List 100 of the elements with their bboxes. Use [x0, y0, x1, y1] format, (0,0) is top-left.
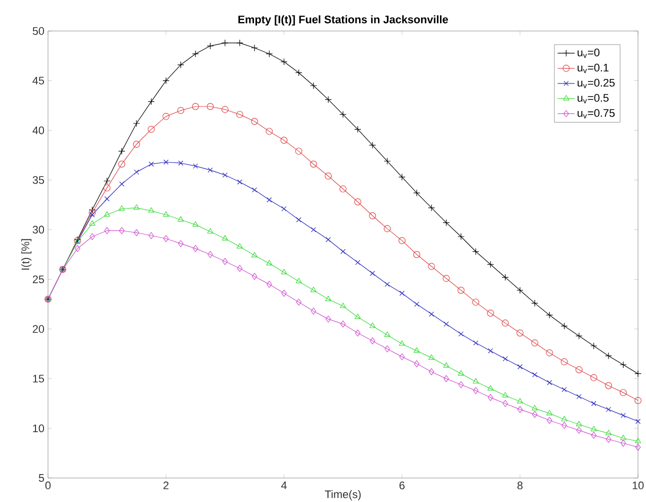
point: [162, 112, 170, 120]
y-tick-label: 5: [38, 474, 44, 482]
point: [546, 416, 552, 424]
y-tick-label: 50: [32, 27, 44, 35]
point: [502, 274, 509, 281]
point: [546, 410, 553, 416]
legend-label: u$_{v}$=0.25: [578, 78, 615, 88]
point: [90, 233, 95, 240]
point: [74, 245, 80, 252]
point: [620, 389, 627, 396]
point: [488, 348, 494, 354]
point: [560, 322, 568, 330]
point: [206, 103, 214, 110]
point: [398, 174, 406, 181]
point: [148, 126, 155, 133]
point: [177, 106, 184, 114]
point: [104, 227, 110, 234]
point: [133, 140, 140, 148]
point: [576, 366, 582, 374]
point: [251, 252, 258, 258]
point: [326, 237, 331, 242]
point: [325, 296, 332, 302]
point: [118, 205, 125, 211]
point: [546, 349, 553, 356]
point: [207, 228, 214, 234]
y-tick-label: 30: [32, 226, 44, 234]
point: [90, 212, 95, 218]
point: [605, 382, 612, 390]
point: [384, 158, 391, 165]
point: [340, 248, 346, 254]
point: [635, 444, 641, 451]
point: [310, 227, 316, 232]
point: [370, 270, 376, 276]
point: [428, 368, 434, 376]
point: [119, 227, 124, 234]
point: [237, 264, 242, 272]
point: [369, 322, 376, 328]
point: [296, 298, 302, 306]
point: [562, 422, 567, 429]
point: [133, 120, 140, 127]
point: [236, 243, 243, 248]
point: [236, 110, 244, 118]
point: [517, 364, 523, 370]
y-tick-label: 15: [33, 374, 44, 382]
point: [208, 251, 213, 258]
point: [634, 397, 642, 404]
point: [634, 438, 642, 444]
point: [428, 354, 435, 360]
point: [502, 320, 509, 327]
point: [324, 172, 332, 180]
point: [576, 332, 582, 340]
point: [606, 436, 612, 443]
point: [310, 308, 316, 315]
point: [413, 189, 420, 196]
point: [590, 426, 597, 432]
x-tick-label: 6: [400, 482, 405, 490]
point: [296, 217, 302, 222]
point: [280, 268, 288, 274]
point: [104, 178, 110, 184]
point: [118, 160, 126, 168]
point: [280, 58, 288, 66]
point: [88, 206, 96, 214]
point: [473, 387, 478, 394]
point: [104, 196, 110, 202]
point: [398, 237, 406, 244]
y-tick-label: 20: [32, 325, 44, 333]
point: [517, 406, 523, 413]
point: [326, 316, 331, 323]
point: [458, 331, 464, 337]
point: [148, 98, 155, 106]
point: [546, 312, 553, 319]
legend-label: u$_{v}$=0.5: [578, 94, 609, 104]
point: [178, 240, 184, 248]
point: [444, 321, 449, 327]
point: [280, 136, 288, 144]
point: [414, 302, 420, 307]
point: [89, 220, 96, 226]
x-tick-label: 8: [517, 482, 523, 490]
point: [590, 374, 598, 382]
point: [134, 229, 140, 236]
point: [266, 50, 273, 58]
chart-title: Empty [I(t)] Fuel Stations in Jacksonville: [238, 15, 448, 26]
point: [119, 181, 124, 187]
point: [295, 69, 302, 76]
point: [442, 274, 450, 282]
point: [162, 77, 170, 84]
point: [384, 225, 391, 232]
point: [104, 184, 110, 192]
point: [502, 392, 508, 398]
point: [252, 272, 258, 280]
point: [355, 260, 360, 265]
point: [296, 278, 302, 284]
point: [502, 400, 508, 407]
point: [620, 412, 626, 418]
point: [310, 286, 317, 292]
point: [458, 286, 464, 294]
point: [458, 233, 464, 240]
point: [620, 440, 626, 447]
point: [516, 329, 524, 336]
point: [208, 168, 213, 173]
